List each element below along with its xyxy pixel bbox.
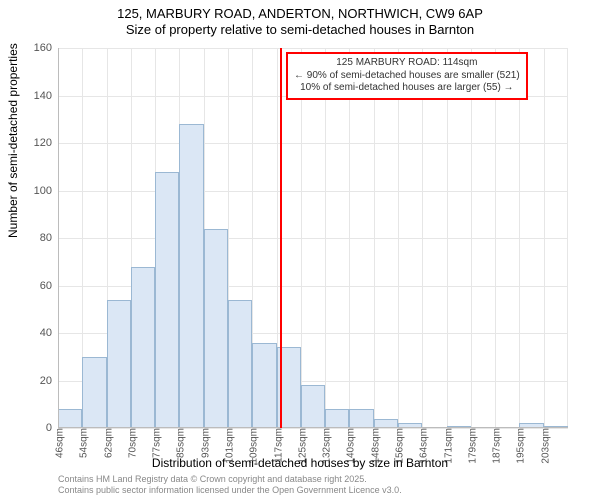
- title-block: 125, MARBURY ROAD, ANDERTON, NORTHWICH, …: [0, 0, 600, 37]
- bar: [252, 343, 276, 429]
- gridline-v: [422, 48, 423, 428]
- x-axis-label: Distribution of semi-detached houses by …: [0, 456, 600, 470]
- y-tick-label: 160: [34, 42, 58, 54]
- x-tick-label: 46sqm: [51, 428, 66, 458]
- bar: [325, 409, 349, 428]
- x-tick-label: 77sqm: [148, 428, 163, 458]
- reference-line: [280, 48, 282, 428]
- bar: [179, 124, 203, 428]
- annotation-line2: ← 90% of semi-detached houses are smalle…: [294, 70, 520, 83]
- x-tick-label: 70sqm: [123, 428, 138, 458]
- x-tick-label: 85sqm: [172, 428, 187, 458]
- bar: [301, 385, 325, 428]
- y-tick-label: 120: [34, 137, 58, 149]
- attribution: Contains HM Land Registry data © Crown c…: [58, 474, 402, 497]
- annotation-line3: 10% of semi-detached houses are larger (…: [294, 82, 520, 95]
- gridline-v: [301, 48, 302, 428]
- annotation-box: 125 MARBURY ROAD: 114sqm← 90% of semi-de…: [286, 52, 528, 100]
- chart-container: 125, MARBURY ROAD, ANDERTON, NORTHWICH, …: [0, 0, 600, 500]
- gridline-h: [58, 143, 568, 144]
- x-tick-label: 62sqm: [99, 428, 114, 458]
- gridline-v: [374, 48, 375, 428]
- plot-area: 02040608010012014016046sqm54sqm62sqm70sq…: [58, 48, 568, 428]
- bar: [155, 172, 179, 429]
- y-tick-label: 140: [34, 90, 58, 102]
- y-axis-line: [58, 48, 59, 428]
- bar: [131, 267, 155, 429]
- bar: [82, 357, 106, 428]
- gridline-h: [58, 191, 568, 192]
- gridline-v: [325, 48, 326, 428]
- gridline-h: [58, 48, 568, 49]
- gridline-v: [495, 48, 496, 428]
- gridline-v: [544, 48, 545, 428]
- title-line2: Size of property relative to semi-detach…: [0, 22, 600, 37]
- gridline-h: [58, 238, 568, 239]
- bar: [58, 409, 82, 428]
- bar: [204, 229, 228, 429]
- title-line1: 125, MARBURY ROAD, ANDERTON, NORTHWICH, …: [0, 6, 600, 21]
- gridline-v: [471, 48, 472, 428]
- attribution-line2: Contains public sector information licen…: [58, 485, 402, 496]
- y-tick-label: 60: [40, 280, 58, 292]
- bar: [107, 300, 131, 428]
- gridline-v: [567, 48, 568, 428]
- y-tick-label: 20: [40, 375, 58, 387]
- gridline-v: [349, 48, 350, 428]
- annotation-line1: 125 MARBURY ROAD: 114sqm: [294, 57, 520, 70]
- y-tick-label: 40: [40, 327, 58, 339]
- bar: [228, 300, 252, 428]
- y-axis-label: Number of semi-detached properties: [6, 43, 20, 238]
- gridline-v: [519, 48, 520, 428]
- y-tick-label: 80: [40, 232, 58, 244]
- gridline-v: [398, 48, 399, 428]
- gridline-v: [447, 48, 448, 428]
- attribution-line1: Contains HM Land Registry data © Crown c…: [58, 474, 402, 485]
- x-tick-label: 54sqm: [75, 428, 90, 458]
- x-axis-line: [58, 427, 568, 428]
- x-tick-label: 93sqm: [196, 428, 211, 458]
- y-tick-label: 100: [34, 185, 58, 197]
- bar: [349, 409, 373, 428]
